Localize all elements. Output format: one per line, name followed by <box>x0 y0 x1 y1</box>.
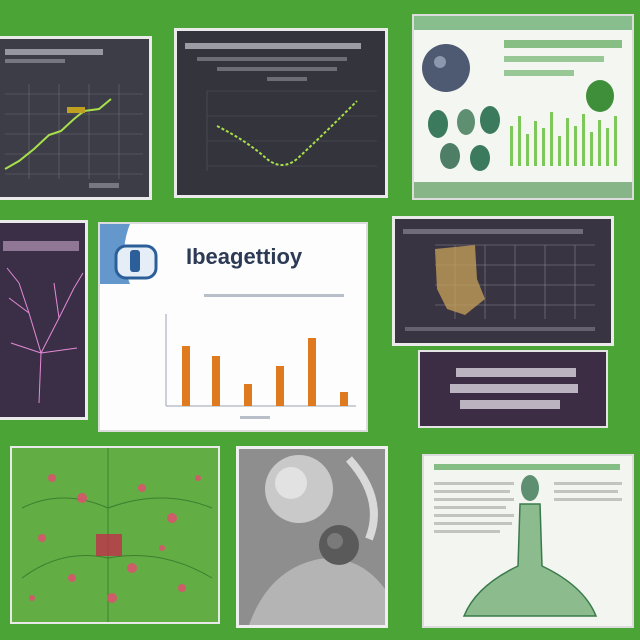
curve-chart-graphic <box>177 31 385 195</box>
card-top-left-chart <box>0 36 152 200</box>
card-bottom-left-micrograph <box>10 446 220 624</box>
card-top-middle-chart <box>174 28 388 198</box>
card-bottom-right-figure <box>422 454 634 628</box>
center-panel-logo-text: Ibeagettioy <box>186 244 303 269</box>
card-bottom-middle-micrograph <box>236 446 388 628</box>
card-middle-right-chart <box>392 216 614 346</box>
card-top-right-figure <box>412 14 634 200</box>
line-chart-graphic <box>0 39 149 197</box>
grayscale-micrograph-graphic <box>239 449 385 625</box>
text-plate-graphic <box>420 352 606 426</box>
cell-figure-graphic <box>414 16 632 198</box>
card-center-bar-chart: Ibeagettioy <box>98 222 368 432</box>
micrograph-graphic <box>12 448 218 622</box>
bar-chart-graphic <box>100 224 366 430</box>
card-middle-right-text-plate <box>418 350 608 428</box>
card-middle-left-branch <box>0 220 88 420</box>
flask-figure-graphic <box>424 456 632 626</box>
grid-chart-graphic <box>395 219 611 343</box>
branch-graphic <box>0 223 85 417</box>
